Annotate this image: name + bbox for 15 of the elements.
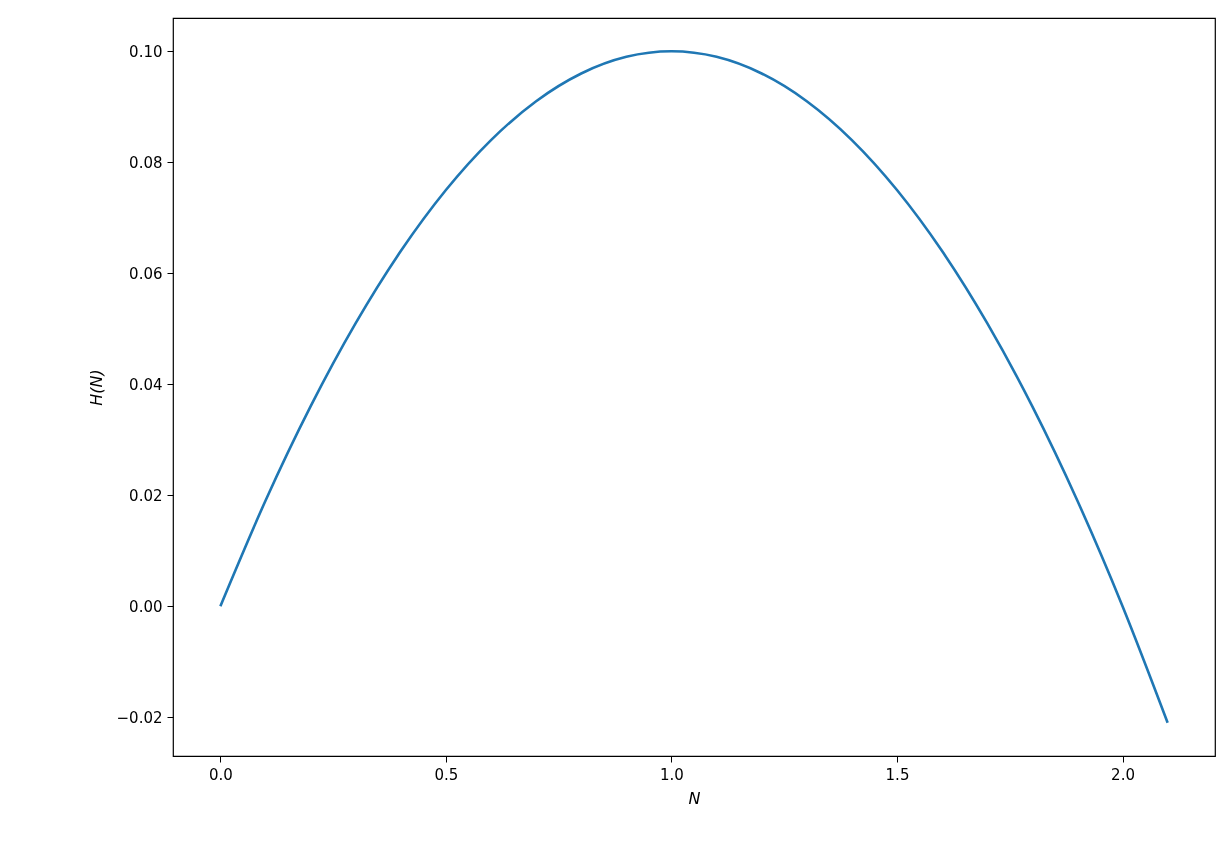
y-tick-label: 0.10: [129, 42, 163, 61]
x-tick-label: 0.5: [434, 765, 459, 784]
y-tick-label: 0.08: [129, 153, 163, 172]
y-tick-label: 0.04: [129, 375, 163, 394]
x-tick-label: 0.0: [208, 765, 233, 784]
y-tick-label: 0.00: [129, 597, 163, 616]
x-tick-label: 1.5: [885, 765, 910, 784]
y-tick-label: 0.06: [129, 264, 163, 283]
x-tick-label: 1.0: [660, 765, 684, 784]
x-tick-label: 2.0: [1111, 765, 1135, 784]
line-series: [219, 49, 1169, 725]
y-tick-label: −0.02: [116, 708, 163, 727]
y-tick-label: 0.02: [129, 486, 163, 505]
x-axis-title: N: [688, 788, 701, 808]
y-axis-title: H(N): [86, 369, 106, 406]
